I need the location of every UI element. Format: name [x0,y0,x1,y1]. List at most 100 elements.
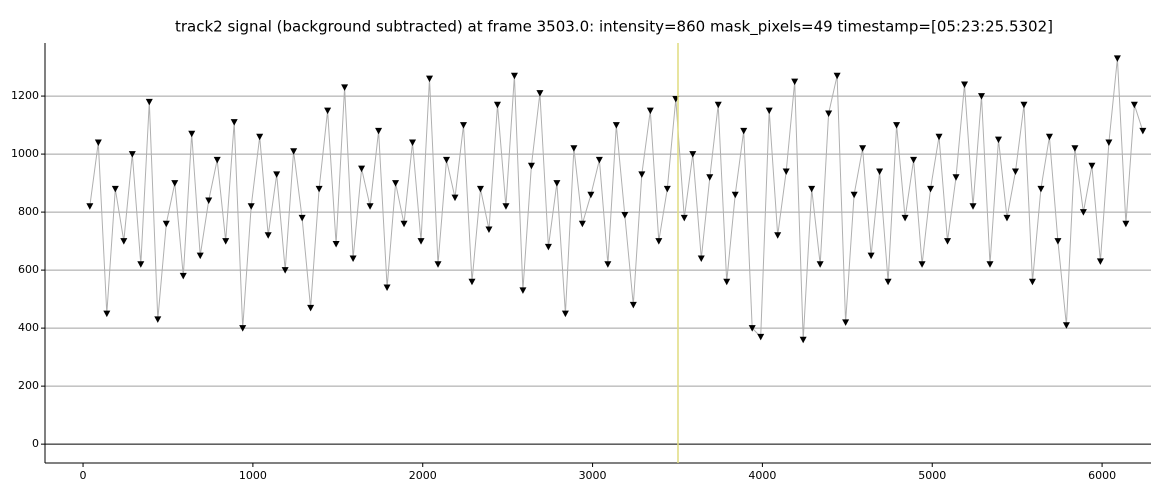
data-point [239,325,247,332]
data-point [1105,139,1113,146]
data-point [366,203,374,210]
data-point [570,145,578,152]
data-point [103,310,111,318]
data-point [1054,238,1062,245]
data-point [451,194,459,202]
data-point [910,156,918,164]
data-point [867,252,875,260]
data-point [1062,322,1070,329]
data-point [510,72,518,80]
x-tick-label: 3000 [579,469,607,482]
data-point [111,185,119,193]
data-point [1020,101,1028,109]
data-point [578,220,586,228]
data-point [799,336,807,344]
data-point [595,156,603,164]
data-point [842,319,850,326]
y-tick-label: 200 [18,379,39,392]
data-point [748,325,756,332]
data-point [952,174,960,181]
data-point [188,130,196,138]
data-point [977,93,985,100]
data-point [740,127,748,135]
data-point [536,90,544,97]
x-tick-label: 6000 [1088,469,1116,482]
data-point [247,203,255,210]
data-point [324,107,332,115]
data-point [927,185,935,193]
data-point [629,301,637,309]
data-point [222,238,230,245]
data-point [332,241,340,248]
data-point [833,72,841,80]
data-point [128,151,136,158]
y-tick-label: 0 [32,437,39,450]
data-point [1130,101,1138,109]
data-point [808,185,816,193]
data-point [400,220,408,228]
data-point [1079,209,1087,216]
data-point [205,197,213,204]
data-point [519,287,527,294]
data-point [723,278,731,286]
data-point [213,156,221,164]
data-point [1011,168,1019,175]
data-point [1088,162,1096,170]
data-point [961,81,969,88]
data-point [426,75,434,83]
data-point [782,168,790,175]
y-tick-label: 600 [18,263,39,276]
data-point [816,261,824,268]
data-point [553,180,561,187]
data-point [765,107,773,115]
data-point [621,212,629,219]
x-tick-label: 5000 [918,469,946,482]
data-point [162,220,170,228]
data-point [459,122,467,129]
data-point [392,180,400,187]
data-point [1122,220,1130,228]
data-point [349,255,357,263]
data-point [485,226,493,234]
x-tick-label: 1000 [239,469,267,482]
data-point [434,261,442,268]
x-tick-label: 2000 [409,469,437,482]
data-point [171,180,179,187]
data-point [706,174,714,181]
data-point [757,333,765,341]
data-point [196,252,204,260]
data-point [791,78,799,86]
data-point [307,304,315,312]
data-point [493,101,501,109]
data-point [893,122,901,129]
data-point [731,191,739,199]
data-point [86,203,94,210]
data-point [154,316,162,323]
data-point [1113,55,1121,62]
chart-title: track2 signal (background subtracted) at… [175,18,1053,37]
data-point [969,203,977,210]
data-point [859,145,867,152]
data-point [1139,127,1147,135]
data-point [358,165,366,173]
data-point [120,238,128,245]
data-point [918,261,926,268]
data-point [1028,278,1036,286]
data-point [443,156,451,164]
data-point [341,84,349,91]
data-point [604,261,612,268]
data-point [663,185,671,193]
data-point [544,243,552,251]
data-point [994,136,1002,144]
data-point [179,272,187,280]
x-tick-label: 4000 [748,469,776,482]
data-point [714,101,722,109]
data-point [298,214,306,222]
data-point [1003,214,1011,222]
data-point [145,98,153,106]
data-point [1071,145,1079,152]
data-point [264,232,272,239]
data-point [646,107,654,115]
data-point [1045,133,1053,141]
